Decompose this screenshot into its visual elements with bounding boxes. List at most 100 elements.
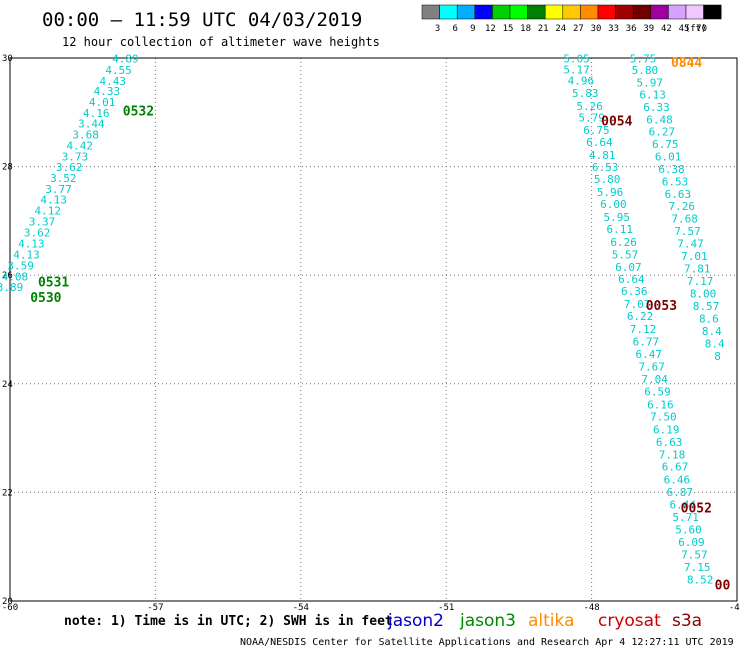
wave-height-label: 6.36: [621, 285, 648, 298]
y-tick-label: 20: [2, 597, 13, 607]
satellite-name-altika: altika: [528, 611, 575, 631]
wave-height-label: 4.01: [89, 96, 116, 109]
chart-subtitle: 12 hour collection of altimeter wave hei…: [62, 35, 380, 49]
satellite-legend: jason2 jason3 altika cryosat s3a: [387, 611, 702, 631]
wave-height-label: 3.77: [45, 183, 72, 196]
wave-height-label: 5.05: [563, 53, 590, 66]
x-tick-label: -51: [438, 603, 454, 613]
wave-height-label: 6.48: [646, 113, 673, 126]
legend-swatch: [527, 4, 546, 20]
wave-height-label: 7.15: [684, 561, 711, 574]
legend-swatch: [509, 4, 528, 20]
pass-time-label: 0532: [123, 105, 154, 120]
wave-height-label: 4.55: [105, 64, 132, 77]
wave-height-label: 8.4: [702, 325, 722, 338]
wave-height-label: 5.80: [632, 64, 659, 77]
wave-height-label: 6.53: [592, 161, 619, 174]
wave-height-label: 6.63: [656, 436, 683, 449]
legend-label: 42: [661, 24, 672, 34]
wave-height-label: 7.57: [674, 225, 701, 238]
y-tick-label: 24: [2, 380, 13, 390]
x-tick-label: -45: [729, 603, 740, 613]
legend-swatch: [580, 4, 599, 20]
footer-credit: NOAA/NESDIS Center for Satellite Applica…: [240, 637, 734, 648]
legend-swatch: [650, 4, 669, 20]
wave-height-label: 6.07: [615, 261, 642, 274]
map-grid: [9, 57, 738, 602]
wave-height-label: 7.04: [641, 373, 668, 386]
wave-height-label: 8.6: [699, 313, 719, 326]
footer-note: note: 1) Time is in UTC; 2) SWH is in fe…: [64, 614, 393, 629]
wave-height-label: 6.27: [649, 125, 676, 138]
wave-height-label: 7.67: [638, 360, 665, 373]
wave-height-label: 4.81: [589, 149, 616, 162]
pass-time-label: 0530: [30, 291, 61, 306]
wave-height-label: 5.57: [612, 249, 639, 262]
y-tick-label: 28: [2, 163, 13, 173]
legend-label: 27: [573, 24, 584, 34]
legend-swatch: [668, 4, 687, 20]
legend-swatch: [439, 4, 458, 20]
wave-height-label: 6.75: [583, 124, 610, 137]
legend-label: 18: [520, 24, 531, 34]
wave-height-label: 5.96: [597, 186, 624, 199]
wave-height-label: 7.26: [668, 200, 695, 213]
wave-height-label: 6.19: [653, 423, 680, 436]
wave-height-label: 4.08: [2, 270, 29, 283]
pass-time-label: 0054: [601, 114, 632, 129]
wave-height-label: 5.17: [563, 63, 590, 76]
wave-height-label: 7.01: [681, 250, 708, 263]
wave-height-label: 5.75: [630, 53, 657, 66]
wave-height-label: 7.57: [681, 548, 708, 561]
wave-height-label: 6.11: [606, 223, 633, 236]
wave-height-label: 4.96: [568, 74, 595, 87]
legend-label: 39: [643, 24, 654, 34]
pass-time-label: 0844: [671, 56, 702, 71]
wave-height-label: 7.50: [650, 410, 677, 423]
wave-height-label: 4.33: [94, 85, 121, 98]
wave-height-label: 7.47: [677, 238, 704, 251]
chart-title: 00:00 – 11:59 UTC 04/03/2019: [42, 9, 362, 31]
legend-swatch: [615, 4, 634, 20]
satellite-name-jason3: jason3: [459, 611, 516, 631]
wave-height-label: 6.47: [636, 348, 663, 361]
wave-height-label: 4.43: [99, 75, 126, 88]
x-tick-label: -60: [2, 603, 18, 613]
wave-height-label: 4.89: [112, 53, 139, 66]
legend-swatch: [632, 4, 652, 20]
pass-time-label: 0053: [646, 299, 677, 314]
wave-height-label: 3.62: [24, 226, 51, 239]
legend-label: 30: [591, 24, 602, 34]
wave-height-label: 3.68: [72, 129, 99, 142]
x-tick-label: -57: [147, 603, 163, 613]
legend-label: 70: [696, 24, 707, 34]
wave-height-label: 3.89: [0, 281, 23, 294]
wave-height-label: 5.71: [672, 511, 699, 524]
legend-label: 33: [608, 24, 619, 34]
wave-height-label: 5.26: [576, 100, 603, 113]
legend-label: 45: [679, 24, 690, 34]
legend-swatch: [703, 4, 722, 20]
color-scale-legend: 3 6 9 12 15 18 21 24 27 30 33 36 39 42 45 70(ft): [421, 4, 722, 34]
wave-height-label: 6.67: [662, 460, 689, 473]
wave-height-label: 4.16: [83, 107, 110, 120]
legend-label: 15: [503, 24, 514, 34]
wave-height-label: 6.26: [610, 236, 637, 249]
wave-height-label: 3.37: [29, 215, 56, 228]
wave-height-label: 8.52: [687, 573, 714, 586]
wave-height-label: 5.60: [675, 523, 702, 536]
wave-height-label: 6.77: [633, 335, 660, 348]
satellite-name-jason2: jason2: [387, 611, 444, 631]
wave-height-label: 6.46: [664, 473, 691, 486]
y-tick-label: 22: [2, 488, 13, 498]
x-tick-label: -54: [293, 603, 309, 613]
legend-swatch: [597, 4, 616, 20]
legend-label: 12: [485, 24, 496, 34]
wave-height-label: 6.22: [627, 310, 654, 323]
wave-height-label: 7.17: [687, 275, 714, 288]
wave-height-label: 8.00: [690, 288, 717, 301]
wave-height-label: 5.83: [572, 87, 599, 100]
wave-height-label: 3.44: [78, 118, 105, 131]
legend-label: 9: [470, 24, 475, 34]
wave-height-label: 6.87: [667, 486, 694, 499]
